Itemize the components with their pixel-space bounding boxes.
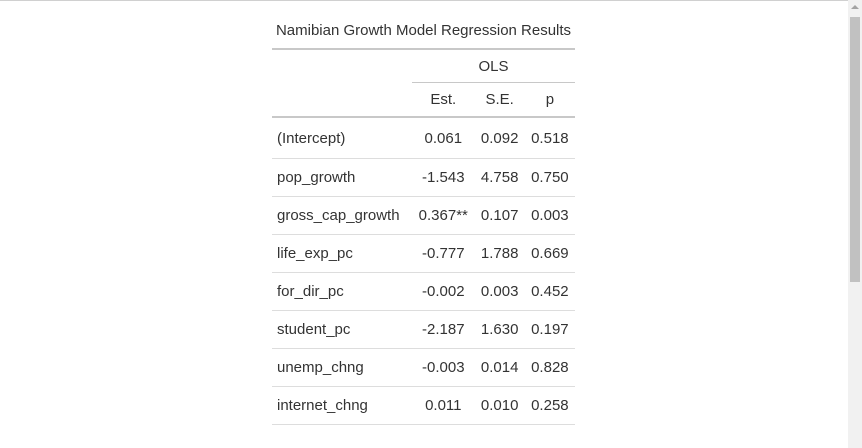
regression-table-container: Namibian Growth Model Regression Results… — [272, 20, 575, 425]
regression-table: OLS Est. S.E. p (Intercept) 0.061 0.092 … — [272, 48, 575, 425]
p-header: p — [524, 82, 575, 118]
table-row: pop_growth -1.543 4.758 0.750 — [272, 158, 575, 197]
est-header: Est. — [412, 82, 475, 118]
se-cell: 1.788 — [474, 234, 525, 273]
se-cell: 0.107 — [474, 196, 525, 235]
p-cell: 0.750 — [524, 158, 575, 197]
term-cell: student_pc — [272, 310, 413, 349]
se-cell: 0.010 — [474, 386, 525, 425]
est-cell: -2.187 — [412, 310, 475, 349]
empty-header-cell — [272, 48, 413, 83]
se-cell: 1.630 — [474, 310, 525, 349]
table-row: for_dir_pc -0.002 0.003 0.452 — [272, 272, 575, 311]
est-cell: 0.367** — [412, 196, 475, 235]
scroll-up-arrow-icon[interactable] — [848, 0, 862, 14]
se-cell: 4.758 — [474, 158, 525, 197]
term-cell: life_exp_pc — [272, 234, 413, 273]
se-header: S.E. — [474, 82, 525, 118]
table-row: (Intercept) 0.061 0.092 0.518 — [272, 117, 575, 159]
table-row: unemp_chng -0.003 0.014 0.828 — [272, 348, 575, 387]
p-cell: 0.003 — [524, 196, 575, 235]
p-cell: 0.518 — [524, 117, 575, 159]
est-cell: -0.777 — [412, 234, 475, 273]
se-cell: 0.003 — [474, 272, 525, 311]
table-row: student_pc -2.187 1.630 0.197 — [272, 310, 575, 349]
term-cell: internet_chng — [272, 386, 413, 425]
p-cell: 0.452 — [524, 272, 575, 311]
p-cell: 0.258 — [524, 386, 575, 425]
term-cell: for_dir_pc — [272, 272, 413, 311]
est-cell: -0.002 — [412, 272, 475, 311]
scrollbar-thumb[interactable] — [850, 17, 860, 282]
est-cell: 0.011 — [412, 386, 475, 425]
term-cell: (Intercept) — [272, 117, 413, 159]
se-cell: 0.014 — [474, 348, 525, 387]
vertical-scrollbar[interactable] — [848, 0, 862, 448]
table-row: internet_chng 0.011 0.010 0.258 — [272, 386, 575, 425]
est-cell: 0.061 — [412, 117, 475, 159]
column-header-row: Est. S.E. p — [272, 82, 575, 118]
p-cell: 0.197 — [524, 310, 575, 349]
est-cell: -0.003 — [412, 348, 475, 387]
term-cell: pop_growth — [272, 158, 413, 197]
term-cell: unemp_chng — [272, 348, 413, 387]
p-cell: 0.828 — [524, 348, 575, 387]
est-cell: -1.543 — [412, 158, 475, 197]
table-caption: Namibian Growth Model Regression Results — [275, 22, 572, 39]
term-header-cell — [272, 82, 413, 118]
window-top-border — [0, 0, 848, 1]
group-header-row: OLS — [272, 48, 575, 83]
ols-group-header: OLS — [412, 48, 575, 83]
term-cell: gross_cap_growth — [272, 196, 413, 235]
table-row: gross_cap_growth 0.367** 0.107 0.003 — [272, 196, 575, 235]
se-cell: 0.092 — [474, 117, 525, 159]
table-row: life_exp_pc -0.777 1.788 0.669 — [272, 234, 575, 273]
p-cell: 0.669 — [524, 234, 575, 273]
